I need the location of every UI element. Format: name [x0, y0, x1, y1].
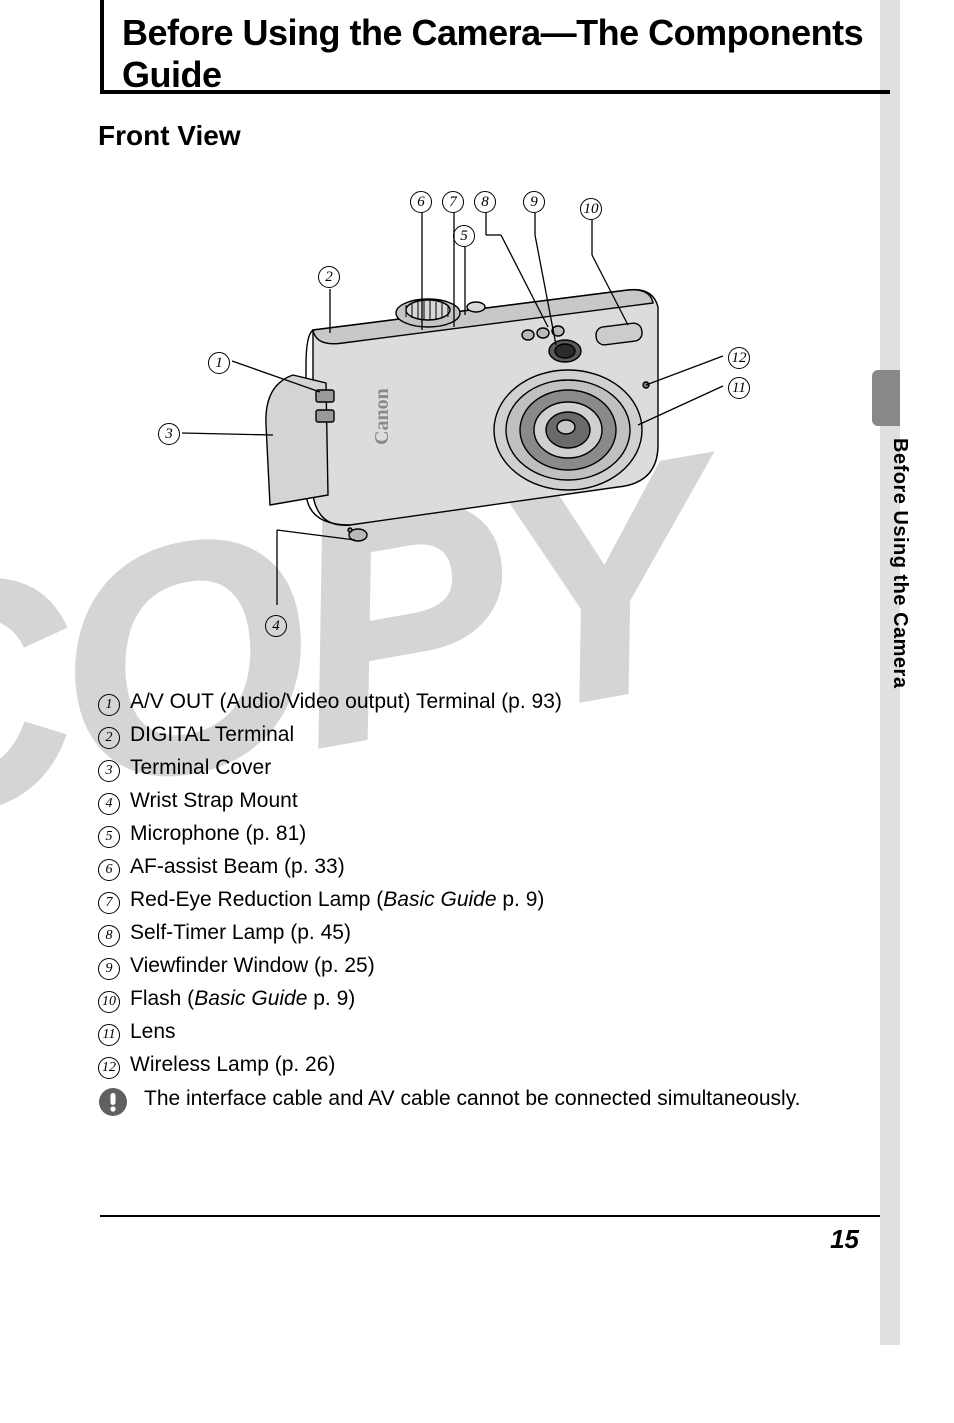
side-section-label: Before Using the Camera — [888, 438, 911, 688]
component-item-8: 8 Self-Timer Lamp (p. 45) — [98, 921, 798, 947]
page: Before Using the Camera Before Using the… — [0, 0, 954, 1345]
component-label: DIGITAL Terminal — [130, 723, 294, 747]
list-number-icon: 7 — [98, 892, 120, 914]
callout-12: 12 — [728, 345, 750, 369]
callout-9: 9 — [523, 189, 545, 213]
list-number-icon: 3 — [98, 760, 120, 782]
component-item-1: 1 A/V OUT (Audio/Video output) Terminal (… — [98, 690, 798, 716]
list-number-icon: 2 — [98, 727, 120, 749]
component-item-2: 2 DIGITAL Terminal — [98, 723, 798, 749]
section-heading: Front View — [98, 120, 241, 152]
callout-2: 2 — [318, 264, 340, 288]
side-tab — [872, 370, 900, 426]
page-number: 15 — [830, 1224, 859, 1255]
component-label: Wireless Lamp (p. 26) — [130, 1053, 335, 1077]
component-item-4: 4 Wrist Strap Mount — [98, 789, 798, 815]
page-title: Before Using the Camera—The Components G… — [122, 12, 890, 96]
list-number-icon: 5 — [98, 826, 120, 848]
callout-8: 8 — [474, 189, 496, 213]
callout-1: 1 — [208, 350, 230, 374]
component-label: Lens — [130, 1020, 176, 1044]
brand-text: Canon — [371, 388, 393, 445]
list-number-icon: 12 — [98, 1057, 120, 1079]
list-number-icon: 9 — [98, 958, 120, 980]
component-label: Flash (Basic Guide p. 9) — [130, 987, 355, 1011]
list-number-icon: 4 — [98, 793, 120, 815]
component-label: Self-Timer Lamp (p. 45) — [130, 921, 351, 945]
header-bar: Before Using the Camera—The Components G… — [100, 0, 890, 94]
list-number-icon: 6 — [98, 859, 120, 881]
component-label: Red-Eye Reduction Lamp (Basic Guide p. 9… — [130, 888, 544, 912]
component-item-10: 10 Flash (Basic Guide p. 9) — [98, 987, 798, 1013]
component-item-5: 5 Microphone (p. 81) — [98, 822, 798, 848]
callout-7: 7 — [442, 189, 464, 213]
component-item-6: 6 AF-assist Beam (p. 33) — [98, 855, 798, 881]
callout-10: 10 — [580, 196, 602, 220]
callout-5: 5 — [453, 223, 475, 247]
component-item-3: 3 Terminal Cover — [98, 756, 798, 782]
callout-3: 3 — [158, 421, 180, 445]
footer-rule — [100, 1215, 880, 1217]
component-label: Wrist Strap Mount — [130, 789, 298, 813]
warning-icon — [98, 1087, 128, 1117]
callout-4: 4 — [265, 613, 287, 637]
component-item-11: 11 Lens — [98, 1020, 798, 1046]
callout-11: 11 — [728, 375, 750, 399]
component-label: Terminal Cover — [130, 756, 271, 780]
component-item-12: 12 Wireless Lamp (p. 26) — [98, 1053, 798, 1079]
list-number-icon: 8 — [98, 925, 120, 947]
component-item-7: 7 Red-Eye Reduction Lamp (Basic Guide p. … — [98, 888, 798, 914]
list-number-icon: 11 — [98, 1024, 120, 1046]
component-list: 1 A/V OUT (Audio/Video output) Terminal (… — [98, 690, 798, 1086]
callout-6: 6 — [410, 189, 432, 213]
note-box: The interface cable and AV cable cannot … — [98, 1085, 838, 1117]
component-item-9: 9 Viewfinder Window (p. 25) — [98, 954, 798, 980]
component-label: Viewfinder Window (p. 25) — [130, 954, 375, 978]
component-label: A/V OUT (Audio/Video output) Terminal (p… — [130, 690, 562, 714]
list-number-icon: 10 — [98, 991, 120, 1013]
note-text: The interface cable and AV cable cannot … — [144, 1085, 800, 1117]
component-label: AF-assist Beam (p. 33) — [130, 855, 345, 879]
camera-diagram: Canon — [98, 175, 778, 655]
component-label: Microphone (p. 81) — [130, 822, 306, 846]
list-number-icon: 1 — [98, 694, 120, 716]
